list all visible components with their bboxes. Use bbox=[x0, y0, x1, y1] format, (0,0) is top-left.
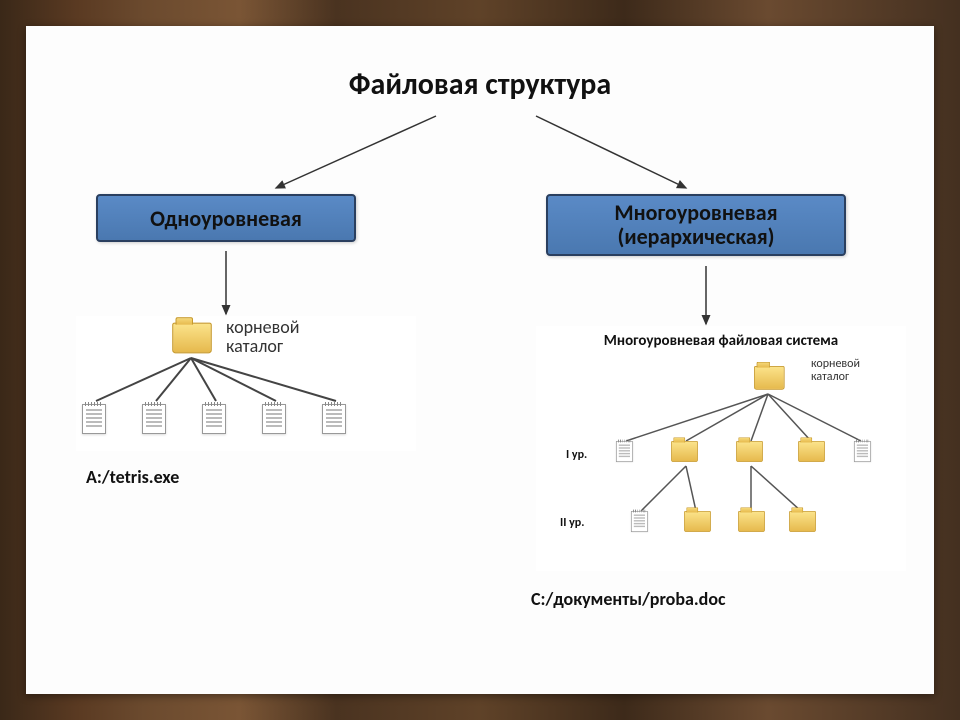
folder-icon bbox=[684, 511, 711, 532]
folder-icon bbox=[789, 511, 816, 532]
file-icon bbox=[262, 404, 286, 434]
file-icon bbox=[631, 511, 648, 532]
single-level-diagram: корневой каталог bbox=[76, 316, 416, 451]
file-icon bbox=[854, 441, 871, 462]
folder-icon bbox=[738, 511, 765, 532]
file-icon bbox=[142, 404, 166, 434]
file-icon bbox=[202, 404, 226, 434]
caption-right: C:/документы/proba.doc bbox=[531, 588, 726, 610]
folder-icon bbox=[736, 441, 763, 462]
file-icon bbox=[322, 404, 346, 434]
caption-left: A:/tetris.exe bbox=[86, 466, 179, 488]
slide: Файловая структура Одноуровневая Многоур… bbox=[26, 26, 934, 694]
arrow-title-left bbox=[276, 116, 436, 188]
folder-icon bbox=[798, 441, 825, 462]
folder-icon bbox=[671, 441, 698, 462]
files-row bbox=[82, 404, 346, 434]
file-icon bbox=[82, 404, 106, 434]
multi-level-diagram: Многоуровневая файловая система корневой… bbox=[536, 326, 906, 571]
root-folder-icon bbox=[754, 366, 785, 390]
arrow-title-right bbox=[536, 116, 686, 188]
right-diag-lines bbox=[536, 326, 906, 571]
file-icon bbox=[616, 441, 633, 462]
